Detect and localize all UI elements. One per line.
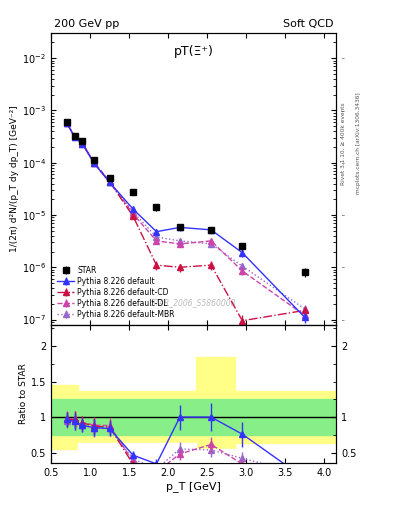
Text: mcplots.cern.ch [arXiv:1306.3436]: mcplots.cern.ch [arXiv:1306.3436] bbox=[356, 93, 361, 194]
Text: Rivet 3.1.10, ≥ 400k events: Rivet 3.1.10, ≥ 400k events bbox=[341, 102, 346, 185]
Text: STAR_2006_S5860008: STAR_2006_S5860008 bbox=[151, 298, 236, 307]
Text: pT(Ξ⁺): pT(Ξ⁺) bbox=[174, 45, 213, 58]
Bar bbox=[51, 399, 336, 435]
Y-axis label: Ratio to STAR: Ratio to STAR bbox=[19, 364, 28, 424]
Legend: STAR, Pythia 8.226 default, Pythia 8.226 default-CD, Pythia 8.226 default-DL, Py: STAR, Pythia 8.226 default, Pythia 8.226… bbox=[55, 264, 177, 321]
Y-axis label: 1/(2π) d²N/(p_T dy dp_T) [GeV⁻²]: 1/(2π) d²N/(p_T dy dp_T) [GeV⁻²] bbox=[10, 105, 19, 252]
Text: 200 GeV pp: 200 GeV pp bbox=[54, 19, 119, 29]
X-axis label: p_T [GeV]: p_T [GeV] bbox=[166, 481, 221, 492]
Text: Soft QCD: Soft QCD bbox=[283, 19, 333, 29]
